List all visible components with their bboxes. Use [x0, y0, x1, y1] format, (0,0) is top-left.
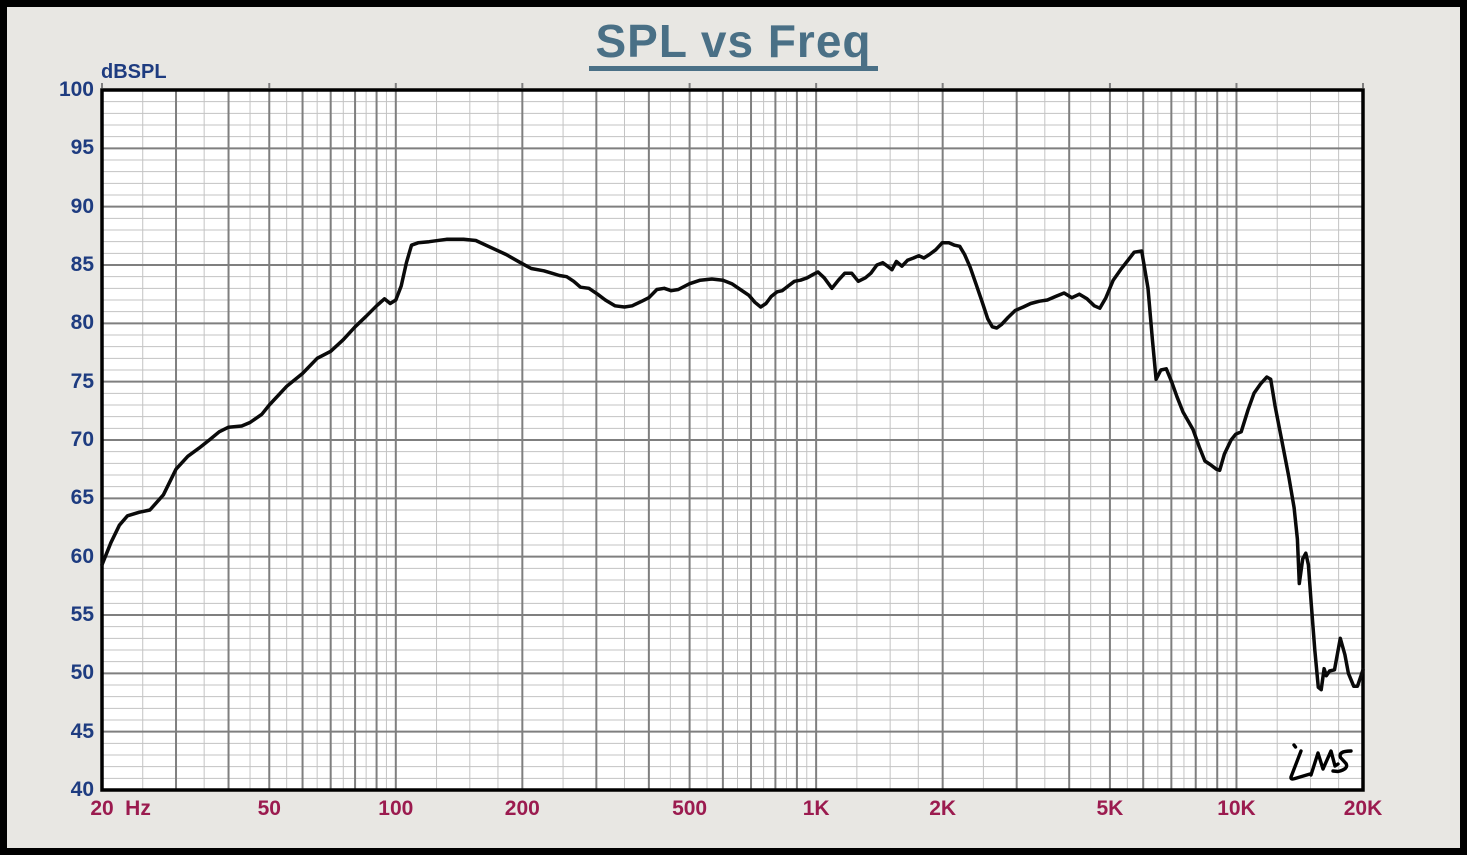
x-axis-unit-label: Hz [125, 797, 151, 820]
x-tick-label: 500 [672, 797, 708, 820]
x-tick-label: 2K [929, 797, 957, 820]
x-tick-label: 100 [378, 797, 414, 820]
x-tick-label: 20 [90, 797, 114, 820]
x-tick-label: 20K [1343, 797, 1383, 820]
y-tick-label: 65 [70, 486, 94, 510]
chart-title: SPL vs Freq [589, 18, 878, 71]
y-tick-label: 50 [70, 661, 94, 685]
y-tick-label: 85 [70, 253, 94, 276]
y-tick-label: 75 [70, 369, 94, 393]
y-tick-label: 55 [70, 603, 94, 626]
x-tick-label: 50 [257, 797, 281, 820]
chart-title-wrap: SPL vs Freq [0, 18, 1467, 71]
y-axis-unit-label: dBSPL [101, 61, 167, 83]
x-tick-label: 1K [802, 797, 830, 820]
y-tick-label: 60 [70, 544, 94, 568]
x-tick-label: 10K [1217, 797, 1256, 820]
y-tick-label: 80 [70, 311, 94, 335]
y-tick-label: 100 [58, 78, 94, 101]
y-tick-label: 90 [70, 194, 94, 218]
y-tick-label: 70 [70, 428, 94, 451]
y-tick-label: 40 [70, 778, 94, 801]
y-tick-label: 95 [70, 136, 94, 160]
x-tick-label: 200 [504, 797, 540, 820]
lms-logo-icon [1289, 743, 1353, 781]
plot-border [100, 88, 1365, 792]
y-tick-label: 45 [70, 719, 94, 743]
x-tick-label: 5K [1096, 797, 1124, 820]
spl-curve [100, 237, 1365, 692]
